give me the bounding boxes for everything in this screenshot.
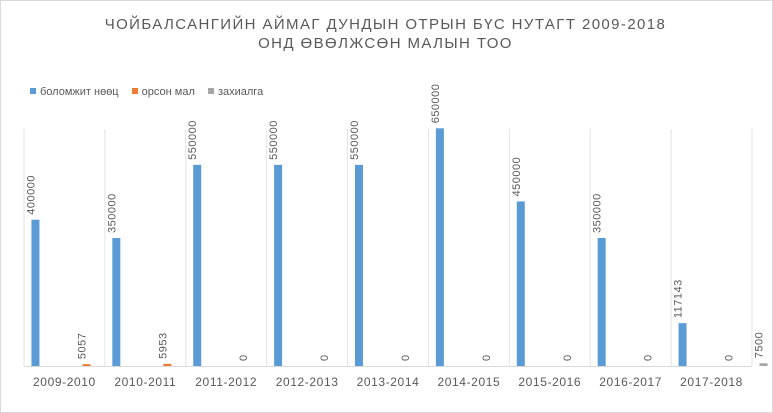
- bar-0: [435, 128, 444, 366]
- data-label: 7500: [754, 332, 766, 358]
- bar-0: [355, 164, 363, 366]
- legend-swatch-entered: [131, 88, 138, 95]
- bar-0: [193, 164, 202, 366]
- bar-0: [678, 323, 687, 366]
- x-tick-label: 2011-2012: [195, 375, 257, 389]
- x-tick-label: 2012-2013: [276, 375, 339, 389]
- data-label: 350000: [592, 193, 604, 233]
- bar-0: [597, 238, 606, 366]
- legend-item-entered: орсон мал: [131, 86, 195, 98]
- data-label: 400000: [25, 175, 37, 215]
- data-label: 550000: [268, 120, 280, 160]
- data-label: 5057: [76, 333, 88, 359]
- legend-item-order: захиалга: [207, 86, 264, 98]
- x-tick-label: 2015-2016: [518, 375, 581, 389]
- bar-0: [112, 238, 121, 366]
- bar-0: [274, 164, 283, 366]
- data-label: 0: [481, 354, 493, 361]
- x-tick-label: 2009-2010: [33, 375, 96, 389]
- x-tick-label: 2010-2011: [114, 375, 176, 389]
- chart-title-line-1: ЧОЙБАЛСАНГИЙН АЙМАГ ДУНДЫН ОТРЫН БҮС НУТ…: [104, 16, 667, 33]
- legend-swatch-potential: [30, 88, 36, 95]
- data-label: 0: [562, 354, 574, 361]
- data-label: 0: [238, 354, 250, 361]
- data-label: 0: [400, 354, 412, 361]
- legend-label-order: захиалга: [217, 86, 264, 98]
- data-label: 550000: [349, 120, 361, 160]
- x-tick-label: 2013-2014: [357, 375, 420, 389]
- x-tick-label: 2016-2017: [599, 375, 662, 389]
- legend-label-potential: боломжит нөөц: [40, 86, 119, 98]
- data-label: 350000: [106, 193, 118, 233]
- data-label: 0: [319, 354, 331, 361]
- chart-title-line-2: ОНД ӨВӨЛЖСӨН МАЛЫН ТОО: [258, 35, 513, 52]
- data-label: 117143: [673, 279, 685, 318]
- data-label: 5953: [157, 332, 169, 358]
- bar-1: [163, 363, 172, 366]
- x-tick-label: 2017-2018: [680, 375, 743, 389]
- legend-item-potential: боломжит нөөц: [30, 86, 119, 98]
- data-label: 450000: [511, 157, 523, 197]
- chart-legend: боломжит нөөц орсон мал захиалга: [30, 86, 273, 100]
- data-label: 0: [643, 354, 655, 361]
- bar-0: [31, 219, 40, 366]
- data-label: 650000: [430, 84, 442, 124]
- chart-title: ЧОЙБАЛСАНГИЙН АЙМАГ ДУНДЫН ОТРЫН БҮС НУТ…: [0, 15, 771, 53]
- bar-1: [82, 364, 91, 366]
- legend-swatch-order: [207, 88, 214, 95]
- bar-0: [516, 201, 525, 366]
- legend-label-entered: орсон мал: [141, 86, 195, 98]
- data-label: 550000: [187, 120, 199, 160]
- x-tick-label: 2014-2015: [437, 375, 500, 389]
- bar-2: [759, 363, 768, 366]
- data-label: 0: [724, 354, 736, 361]
